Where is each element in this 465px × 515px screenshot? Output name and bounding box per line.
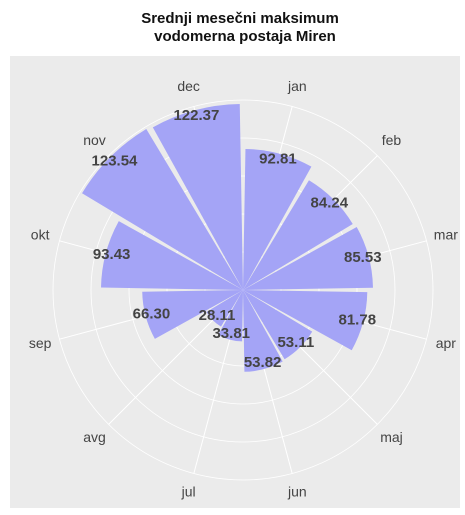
category-label: jan (287, 78, 307, 94)
value-label: 85.53 (344, 249, 382, 266)
bar (243, 180, 353, 290)
value-label: 123.54 (92, 152, 139, 169)
bar (218, 290, 243, 342)
grid-circle (128, 175, 358, 405)
value-label: 122.37 (173, 107, 219, 124)
category-label: sep (29, 335, 52, 351)
bar (243, 226, 373, 290)
bar (82, 129, 243, 290)
grid-circle (90, 137, 396, 443)
value-label: 53.11 (277, 334, 314, 351)
bar (142, 290, 243, 339)
bar (243, 290, 313, 360)
grid-circle (52, 99, 434, 481)
category-label: dec (177, 78, 200, 94)
category-label: jun (287, 484, 307, 500)
value-label: 33.81 (212, 325, 250, 342)
bar (243, 290, 368, 351)
chart-title: vodomerna postaja Miren (154, 28, 336, 45)
value-label: 66.30 (133, 305, 171, 322)
grid-circle (204, 251, 282, 329)
category-label: maj (380, 429, 403, 445)
category-label: feb (382, 132, 402, 148)
value-label: 92.81 (259, 150, 297, 167)
bar (243, 290, 283, 372)
category-label: jul (181, 484, 196, 500)
bar (243, 148, 312, 290)
category-label: apr (436, 335, 457, 351)
value-label: 53.82 (244, 354, 282, 371)
category-label: nov (83, 132, 106, 148)
bar (206, 290, 243, 327)
value-label: 84.24 (311, 195, 349, 212)
category-label: mar (434, 226, 458, 242)
category-label: okt (31, 226, 50, 242)
grid-circle (166, 213, 320, 367)
bar (152, 104, 243, 290)
value-label: 28.11 (199, 307, 236, 324)
category-label: avg (83, 429, 106, 445)
value-label: 93.43 (93, 246, 131, 263)
bar (101, 221, 243, 290)
value-label: 81.78 (339, 312, 377, 329)
chart-title: Srednji mesečni maksimum (141, 10, 339, 27)
